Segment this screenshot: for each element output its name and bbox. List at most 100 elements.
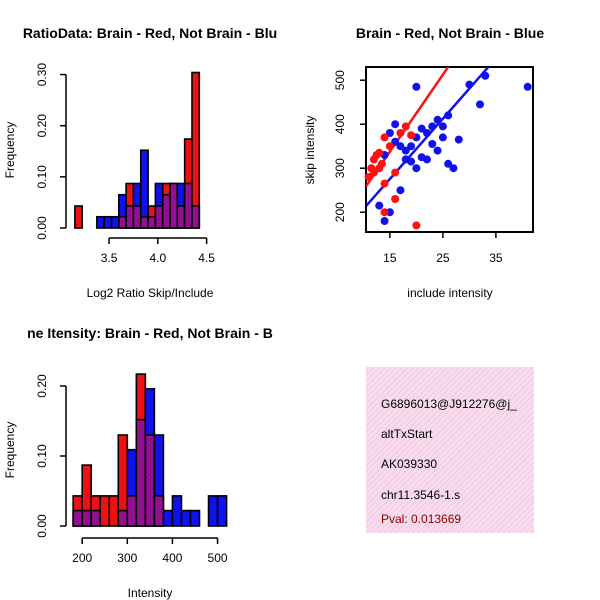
bar-overlap [154,205,164,229]
event-type: altTxStart [381,427,433,441]
x-axis-label: include intensity [407,286,492,300]
bar-overlap [135,418,147,527]
point-not-brain [422,129,431,137]
point-brain [377,159,386,168]
point-not-brain [444,159,453,168]
chart-title: RatioData: Brain - Red, Not Brain - Blu [23,25,277,41]
gene-id: G6896013@J912276@j_ [381,397,517,411]
chart-title: Brain - Red, Not Brain - Blue [356,25,544,41]
point-brain [369,168,378,177]
point-not-brain [412,164,421,173]
x-tick-label: 15 [383,251,397,265]
bar-overlap [90,509,102,527]
x-tick-label: 25 [436,251,450,265]
axes: 200 300 400 500 0.00 0.10 0.20 [35,374,228,565]
point-brain [380,208,389,217]
bar-overlap [132,205,142,229]
y-tick-label: 0.20 [35,374,49,398]
ratio-histogram: RatioData: Brain - Red, Not Brain - Blu … [3,25,277,300]
scatter-points [364,71,532,230]
y-tick-label: 0.10 [35,165,49,189]
x-tick-label: 35 [489,251,503,265]
point-not-brain [444,111,453,120]
bar-overlap [72,509,83,527]
bar-overlap [126,495,138,527]
point-not-brain [417,153,426,162]
bar-brain [191,71,201,229]
point-not-brain [375,201,384,210]
y-axis-label: Frequency [3,122,17,179]
point-not-brain [391,120,400,129]
p-value: Pval: 0.013669 [381,512,461,526]
x-tick-label: 4.5 [198,251,215,265]
point-not-brain [407,142,416,151]
bar-overlap [153,495,165,527]
point-not-brain [428,140,437,148]
bar-not-brain [207,495,219,527]
y-tick-label: 300 [333,158,347,178]
info-panel: G6896013@J912276@j_ altTxStart AK039330 … [366,367,534,533]
bar-overlap [176,205,186,229]
y-tick-label: 200 [333,202,347,222]
x-axis-label: Intensity [128,586,173,600]
point-brain [396,129,405,137]
point-not-brain [438,122,447,131]
point-brain [401,122,410,131]
bar-not-brain [96,215,105,229]
point-not-brain [417,124,426,133]
point-not-brain [481,71,490,80]
bar-overlap [117,509,129,527]
y-tick-label: 500 [333,70,347,90]
point-not-brain [428,122,437,131]
bar-not-brain [171,495,183,527]
chart-title: ne Itensity: Brain - Red, Not Brain - B [27,325,273,341]
x-tick-label: 4.0 [149,251,166,265]
histogram-bars [74,71,201,229]
point-not-brain [385,129,394,137]
point-not-brain [396,186,405,195]
point-brain [412,221,421,230]
point-not-brain [438,133,447,142]
point-brain [380,133,389,142]
bar-overlap [147,215,157,229]
x-tick-label: 200 [72,551,92,565]
x-tick-label: 300 [117,551,137,565]
bar-not-brain [180,509,192,527]
intensity-histogram: ne Itensity: Brain - Red, Not Brain - B … [3,325,273,600]
x-tick-label: 500 [208,551,228,565]
accession: AK039330 [381,457,437,471]
bar-not-brain [189,509,201,527]
fit-line-not-brain [366,67,491,207]
point-brain [391,168,400,177]
point-not-brain [391,137,400,146]
bar-not-brain [103,215,113,229]
point-not-brain [465,80,474,89]
bar-overlap [161,193,171,229]
y-tick-label: 0.10 [35,444,49,468]
point-brain [407,131,416,140]
bar-not-brain [216,495,228,527]
point-not-brain [396,142,405,151]
info-background [366,367,534,533]
bar-not-brain [110,215,120,229]
y-tick-label: 0.00 [35,216,49,240]
bar-overlap [139,215,149,229]
bar-overlap [125,205,135,229]
y-axis-label: skip intensity [303,116,317,185]
bar-overlap [81,509,93,527]
axes: 3.5 4.0 4.5 0.00 0.10 0.20 0.30 [35,63,215,265]
y-axis-label: Frequency [3,422,17,479]
bar-overlap [169,182,179,229]
point-not-brain [412,82,421,91]
bar-overlap [144,434,156,527]
point-brain [385,142,394,151]
bar-overlap [191,205,201,229]
histogram-bars [72,373,228,527]
point-brain [391,195,400,203]
bar-brain [74,205,83,229]
bar-overlap [117,215,127,229]
x-axis-label: Log2 Ratio Skip/Include [87,286,214,300]
point-not-brain [475,100,484,109]
intensity-scatter: Brain - Red, Not Brain - Blue 15 25 35 200 3… [303,25,544,300]
